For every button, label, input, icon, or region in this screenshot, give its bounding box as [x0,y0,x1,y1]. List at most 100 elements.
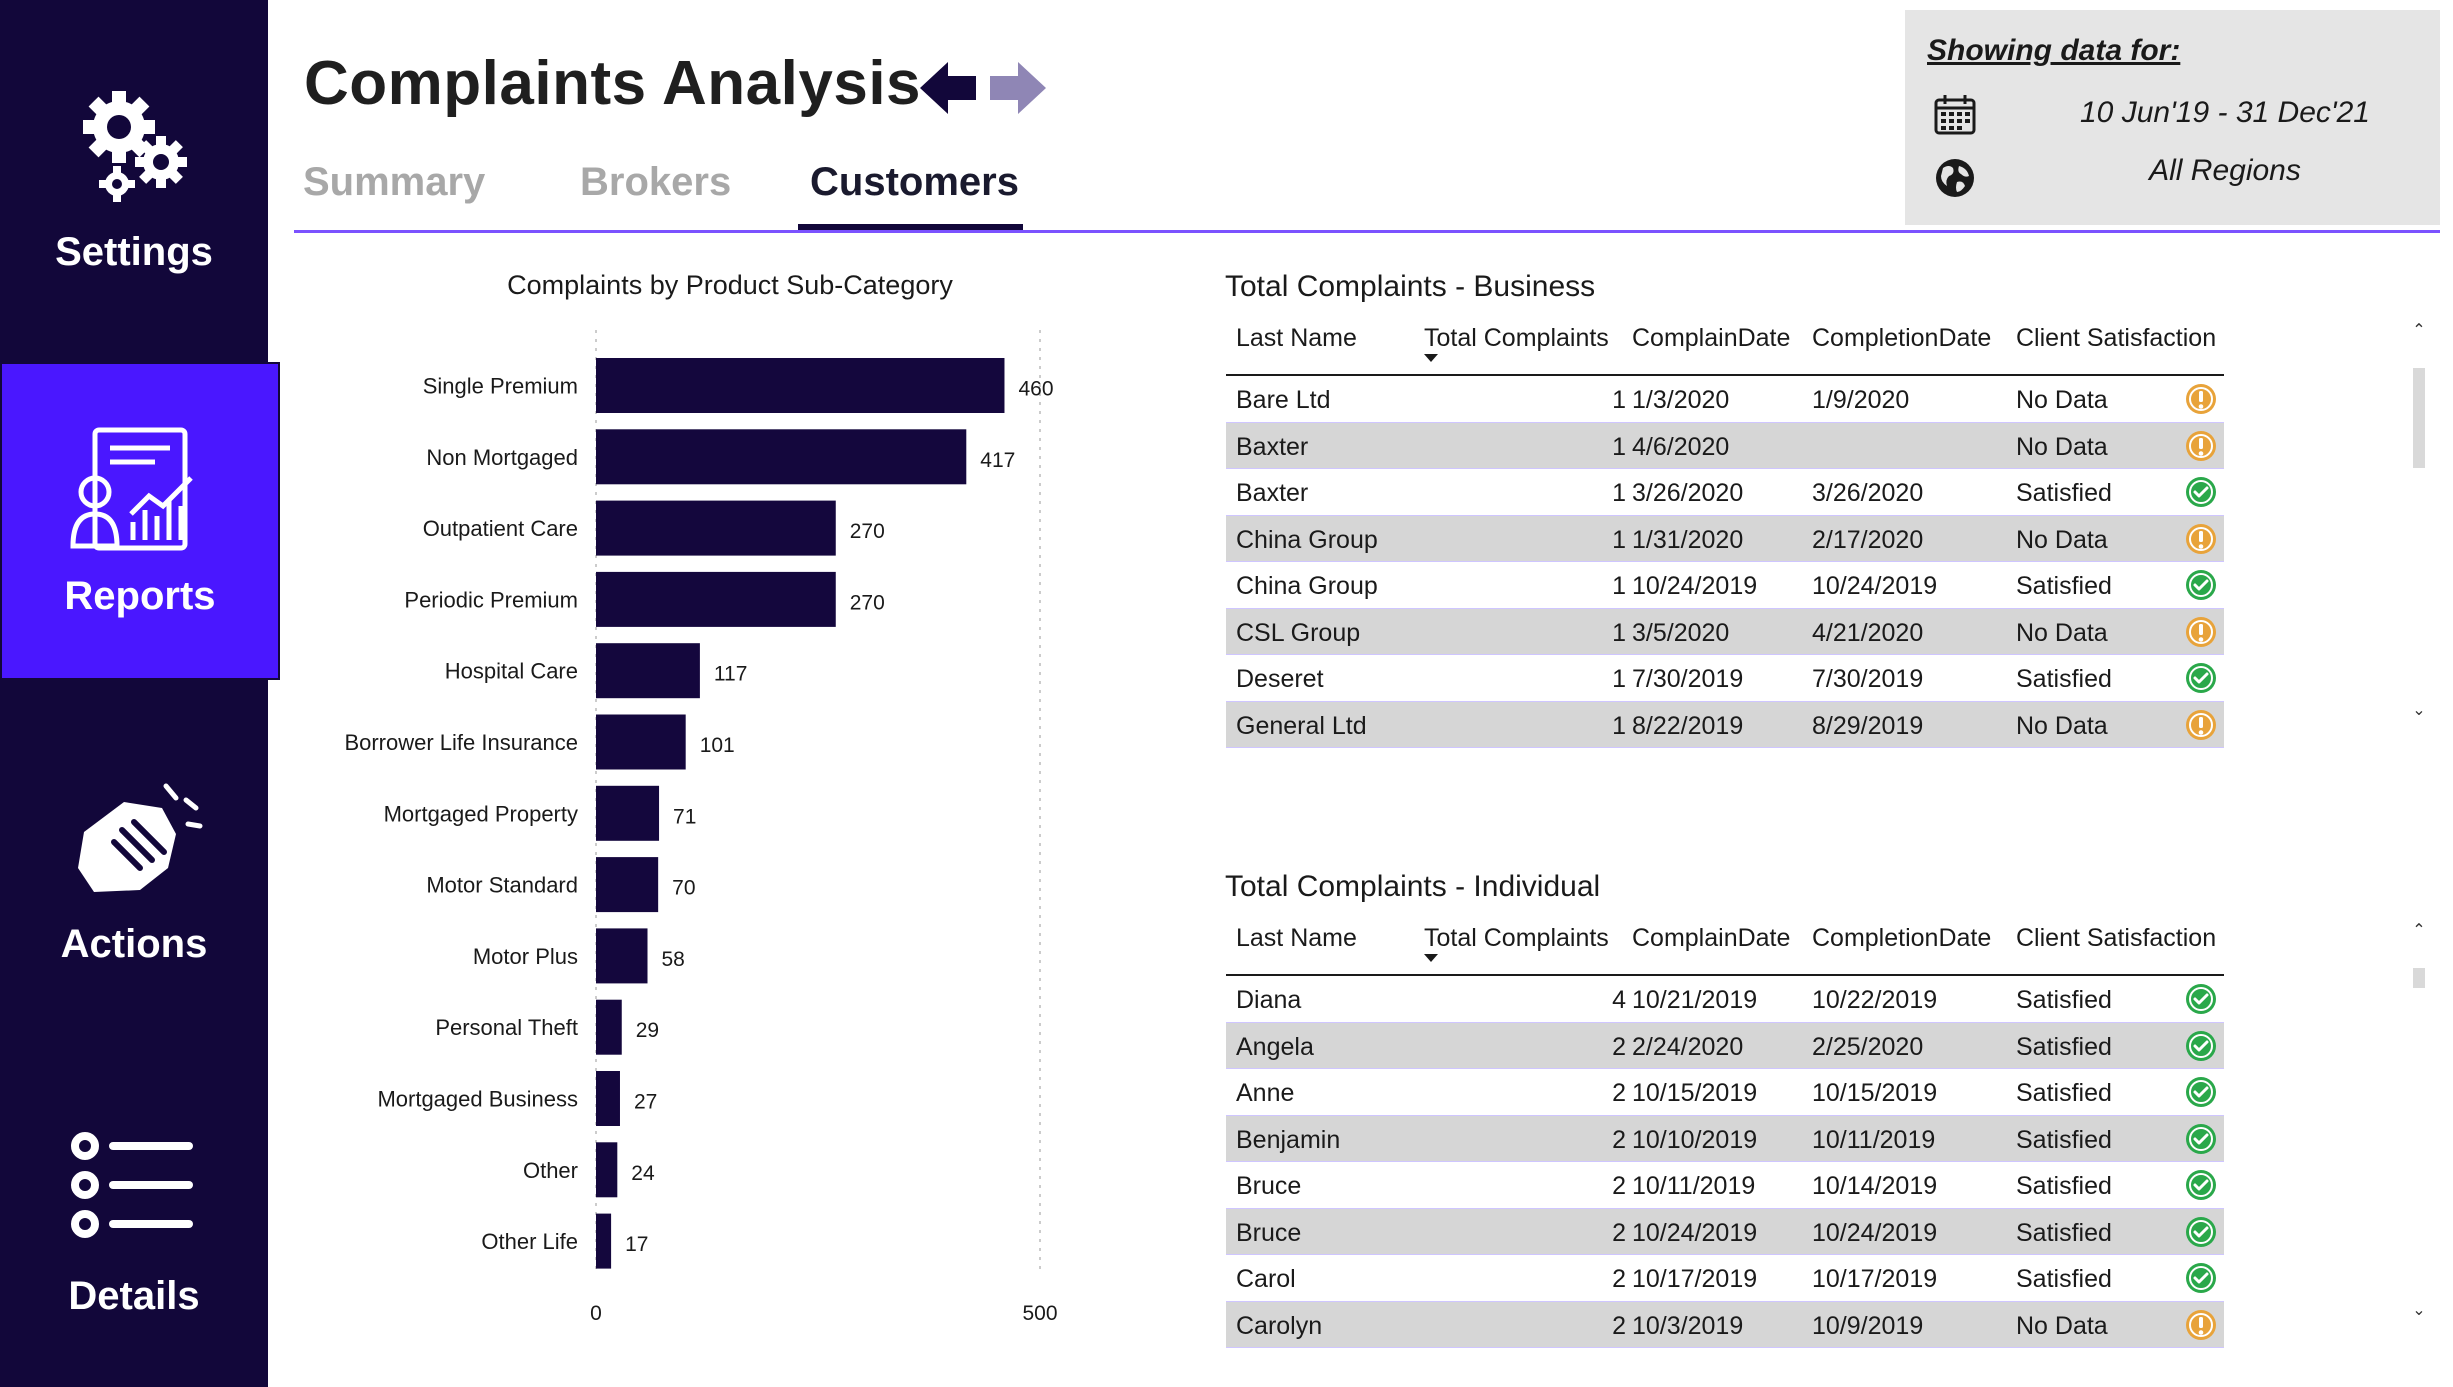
bar [596,928,648,984]
bar [596,785,660,841]
warning-exclamation-icon [2186,1309,2216,1340]
column-header-client-satisfaction[interactable]: Client Satisfaction [2016,324,2217,352]
data-label: 17 [625,1233,648,1256]
cell-total-complaints: 2 [1612,1172,1626,1200]
status-icon-wrapper [2184,708,2218,749]
nav-actions[interactable]: Actions [0,700,268,1030]
table-row[interactable]: General Ltd 1 8/22/2019 8/29/2019 No Data [1226,701,2224,749]
satisfied-check-icon [2186,1123,2216,1154]
cell-client-satisfaction: Satisfied [2016,572,2112,600]
tab-customers[interactable]: Customers [810,160,1019,204]
chart-title: Complaints by Product Sub-Category [507,270,953,300]
column-header-total-complaints[interactable]: Total Complaints [1424,924,1609,952]
tab-summary[interactable]: Summary [303,160,486,204]
cell-client-satisfaction: Satisfied [2016,665,2112,693]
table-row[interactable]: Carol 2 10/17/2019 10/17/2019 Satisfied [1226,1255,2224,1302]
nav-details-label: Details [68,1274,200,1318]
x-tick-label: 0 [590,1302,602,1325]
business-table-scrollbar[interactable]: ⌃ ⌄ [2410,320,2428,720]
data-label: 71 [673,805,696,828]
cell-complain-date: 7/30/2019 [1632,665,1744,693]
bar [596,429,967,485]
table-row[interactable]: Carolyn 2 10/3/2019 10/9/2019 No Data [1226,1301,2224,1348]
forward-arrow-icon[interactable] [990,62,1046,114]
cell-total-complaints: 2 [1612,1125,1626,1154]
cell-completion-date: 10/9/2019 [1812,1311,1924,1340]
status-icon-wrapper [2184,982,2218,1023]
status-icon-wrapper [2184,1122,2218,1163]
scroll-thumb[interactable] [2413,968,2425,988]
cell-total-complaints: 2 [1612,1218,1626,1247]
table-row[interactable]: Baxter 1 4/6/2020 No Data [1226,422,2224,469]
nav-details[interactable]: Details [0,1040,268,1387]
data-label: 117 [714,663,747,686]
status-icon-wrapper [2184,1075,2218,1116]
calendar-icon [1934,95,1976,135]
column-header-complain-date[interactable]: ComplainDate [1632,924,1791,952]
cell-complain-date: 10/10/2019 [1632,1125,1758,1154]
column-header-complain-date[interactable]: ComplainDate [1632,324,1791,352]
cell-completion-date: 2/17/2020 [1812,525,1924,554]
hand-icon [78,783,203,892]
table-row[interactable]: Benjamin 2 10/10/2019 10/11/2019 Satisfied [1226,1115,2224,1163]
status-icon-wrapper [2184,1261,2218,1302]
page-nav-arrows [920,62,1046,114]
scroll-down-icon[interactable]: ⌄ [2412,702,2426,719]
cell-client-satisfaction: No Data [2016,711,2108,740]
scroll-up-icon[interactable]: ⌃ [2412,922,2426,939]
filter-title: Showing data for: [1927,34,2181,67]
bar [596,571,836,627]
cell-last-name: Baxter [1236,479,1309,507]
scroll-thumb[interactable] [2413,368,2425,468]
table-row[interactable]: Bare Ltd 1 1/3/2020 1/9/2020 No Data [1226,376,2224,423]
table-row[interactable]: China Group 1 10/24/2019 10/24/2019 Satisfie… [1226,562,2224,609]
cell-completion-date: 3/26/2020 [1812,479,1924,507]
bar [596,999,622,1055]
individual-table-scrollbar[interactable]: ⌃ ⌄ [2410,920,2428,1320]
data-label: 270 [850,520,885,543]
page-title: Complaints Analysis [304,49,922,118]
cell-total-complaints: 1 [1612,386,1626,414]
table-row[interactable]: Bruce 2 10/24/2019 10/24/2019 Satisfied [1226,1208,2224,1256]
table-row[interactable]: CSL Group 1 3/5/2020 4/21/2020 No Data [1226,608,2224,655]
cell-total-complaints: 1 [1612,432,1626,461]
column-header-last-name[interactable]: Last Name [1236,324,1357,352]
table-row[interactable]: Baxter 1 3/26/2020 3/26/2020 Satisfied [1226,469,2224,516]
bar [596,1142,618,1198]
status-icon-wrapper [2184,382,2218,423]
bar [596,643,700,699]
table-row[interactable]: Anne 2 10/15/2019 10/15/2019 Satisfied [1226,1069,2224,1116]
scroll-down-icon[interactable]: ⌄ [2412,1302,2426,1319]
cell-client-satisfaction: Satisfied [2016,1218,2112,1247]
table-row[interactable]: Angela 2 2/24/2020 2/25/2020 Satisfied [1226,1022,2224,1069]
table-row[interactable]: Deseret 1 7/30/2019 7/30/2019 Satisfied [1226,655,2224,702]
cell-client-satisfaction: No Data [2016,432,2108,461]
table-row[interactable]: China Group 1 1/31/2020 2/17/2020 No Data [1226,515,2224,562]
status-icon-wrapper [2184,1215,2218,1256]
back-arrow-icon[interactable] [920,62,976,114]
table-header: Last Name Total Complaints ComplainDate … [1226,916,2224,976]
status-icon-wrapper [2184,661,2218,702]
status-icon-wrapper [2184,568,2218,609]
column-header-total-complaints[interactable]: Total Complaints [1424,324,1609,352]
bar [596,1213,612,1269]
column-header-last-name[interactable]: Last Name [1236,924,1357,952]
cell-last-name: Benjamin [1236,1125,1341,1154]
bar [596,358,1005,413]
cell-client-satisfaction: No Data [2016,1311,2108,1340]
tab-brokers[interactable]: Brokers [580,160,732,204]
cell-completion-date: 4/21/2020 [1812,618,1924,647]
data-label: 460 [1018,378,1053,401]
table-row[interactable]: Diana 4 10/21/2019 10/22/2019 Satisfied [1226,976,2224,1023]
nav-settings[interactable]: Settings [0,0,268,360]
complaints-by-subcategory-chart: Single Premium 460 Non Mortgaged 417 Outpati… [344,330,1058,1325]
scroll-up-icon[interactable]: ⌃ [2412,322,2426,339]
cell-last-name: Diana [1236,986,1302,1014]
cell-last-name: General Ltd [1236,711,1367,740]
column-header-client-satisfaction[interactable]: Client Satisfaction [2016,924,2217,952]
column-header-completion-date[interactable]: CompletionDate [1812,924,1992,952]
table-row[interactable]: Bruce 2 10/11/2019 10/14/2019 Satisfied [1226,1162,2224,1209]
cell-completion-date: 10/24/2019 [1812,572,1938,600]
nav-reports[interactable]: Reports [0,362,280,680]
column-header-completion-date[interactable]: CompletionDate [1812,324,1992,352]
